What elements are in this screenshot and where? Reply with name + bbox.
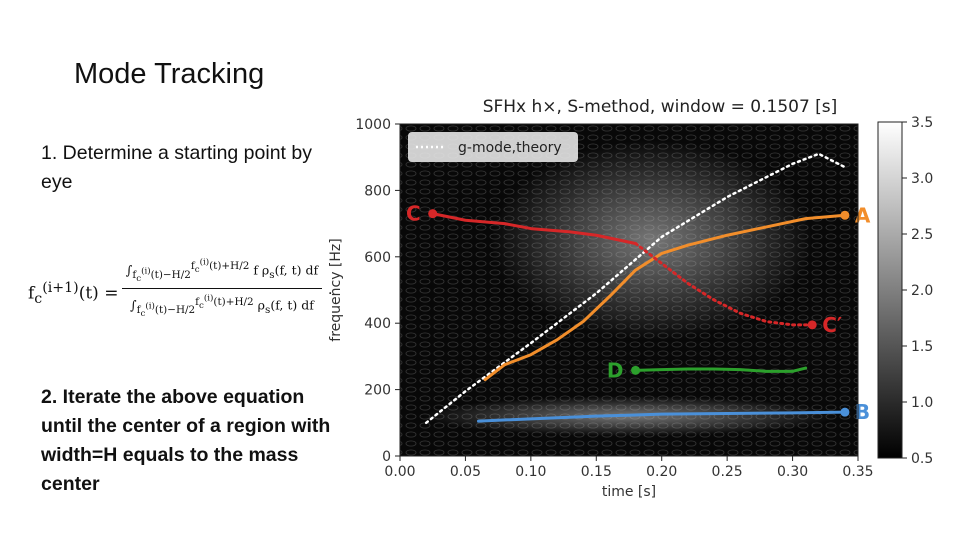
spectrogram-bright-region: [491, 140, 813, 340]
series-line-b: [477, 410, 847, 423]
spectrogram-plot-area: [400, 124, 858, 456]
chart-title: SFHx h×, S-method, window = 0.1507 [s]: [483, 97, 838, 117]
colorbar-tick-label: 2.0: [911, 283, 933, 299]
equation-denominator: ∫fc(i)(t)−H/2fc(i)(t)+H/2 ρs(f, t) df: [130, 293, 314, 320]
series-line-c: [431, 212, 638, 246]
y-tick-label: 600: [364, 250, 391, 266]
slide-title: Mode Tracking: [74, 58, 265, 90]
fraction-bar: [122, 288, 322, 290]
equation-numerator: ∫fc(i)(t)−H/2fc(i)(t)+H/2 f ρs(f, t) df: [125, 258, 319, 285]
x-tick-label: 0.00: [384, 464, 415, 480]
legend-label: g-mode,theory: [458, 140, 562, 156]
colorbar-tick-label: 1.5: [911, 339, 933, 355]
x-tick-label: 0.35: [842, 464, 873, 480]
series-line-g-mode-theory: [424, 152, 847, 425]
y-tick-label: 0: [382, 449, 391, 465]
series-label-c-: C′: [822, 313, 842, 337]
spectrogram-chart: SFHx h×, S-method, window = 0.1507 [s] A…: [328, 97, 933, 500]
y-tick-label: 200: [364, 383, 391, 399]
x-tick-label: 0.25: [712, 464, 743, 480]
series-marker-d: [631, 365, 641, 375]
step-2-text: 2. Iterate the above equation until the …: [41, 386, 331, 495]
y-tick-label: 400: [364, 316, 391, 332]
equation-period: .: [328, 282, 333, 298]
x-tick-label: 0.20: [646, 464, 677, 480]
equation-lhs: fc(i+1)(t) =: [28, 280, 119, 308]
series-marker-a: [840, 210, 850, 220]
x-axis-label: time [s]: [602, 484, 656, 500]
series-marker-c-: [807, 320, 817, 330]
colorbar: 0.5 1.0 1.5 2.0 2.5 3.0 3.5: [877, 115, 933, 467]
y-tick-label: 1000: [355, 117, 391, 133]
y-axis-label: frequency [Hz]: [328, 238, 344, 341]
series-line-a: [483, 213, 847, 382]
colorbar-tick-label: 3.0: [911, 171, 933, 187]
x-tick-label: 0.10: [515, 464, 546, 480]
x-tick-label: 0.05: [450, 464, 481, 480]
series-label-c: C: [406, 202, 421, 226]
series-label-b: B: [855, 400, 870, 424]
plot-frame: [399, 123, 859, 457]
x-tick-label: 0.15: [581, 464, 612, 480]
equation-fraction: ∫fc(i)(t)−H/2fc(i)(t)+H/2 f ρs(f, t) df …: [122, 258, 322, 319]
series-line-c-: [634, 242, 814, 327]
colorbar-tick-label: 2.5: [911, 227, 933, 243]
series-marker-c: [428, 209, 438, 219]
step-1-text: 1. Determine a starting point by eye: [41, 142, 312, 193]
colorbar-tick-label: 0.5: [911, 451, 933, 467]
y-tick-label: 800: [364, 183, 391, 199]
colorbar-gradient: [877, 121, 903, 459]
colorbar-tick-label: 3.5: [911, 115, 933, 131]
x-tick-label: 0.30: [777, 464, 808, 480]
chart-legend: g-mode,theory: [408, 132, 578, 162]
series-label-a: A: [855, 203, 871, 227]
series-label-d: D: [607, 358, 624, 382]
series-line-d: [634, 366, 808, 373]
colorbar-tick-label: 1.0: [911, 395, 933, 411]
series-marker-b: [840, 407, 850, 417]
legend-box: [408, 132, 578, 162]
